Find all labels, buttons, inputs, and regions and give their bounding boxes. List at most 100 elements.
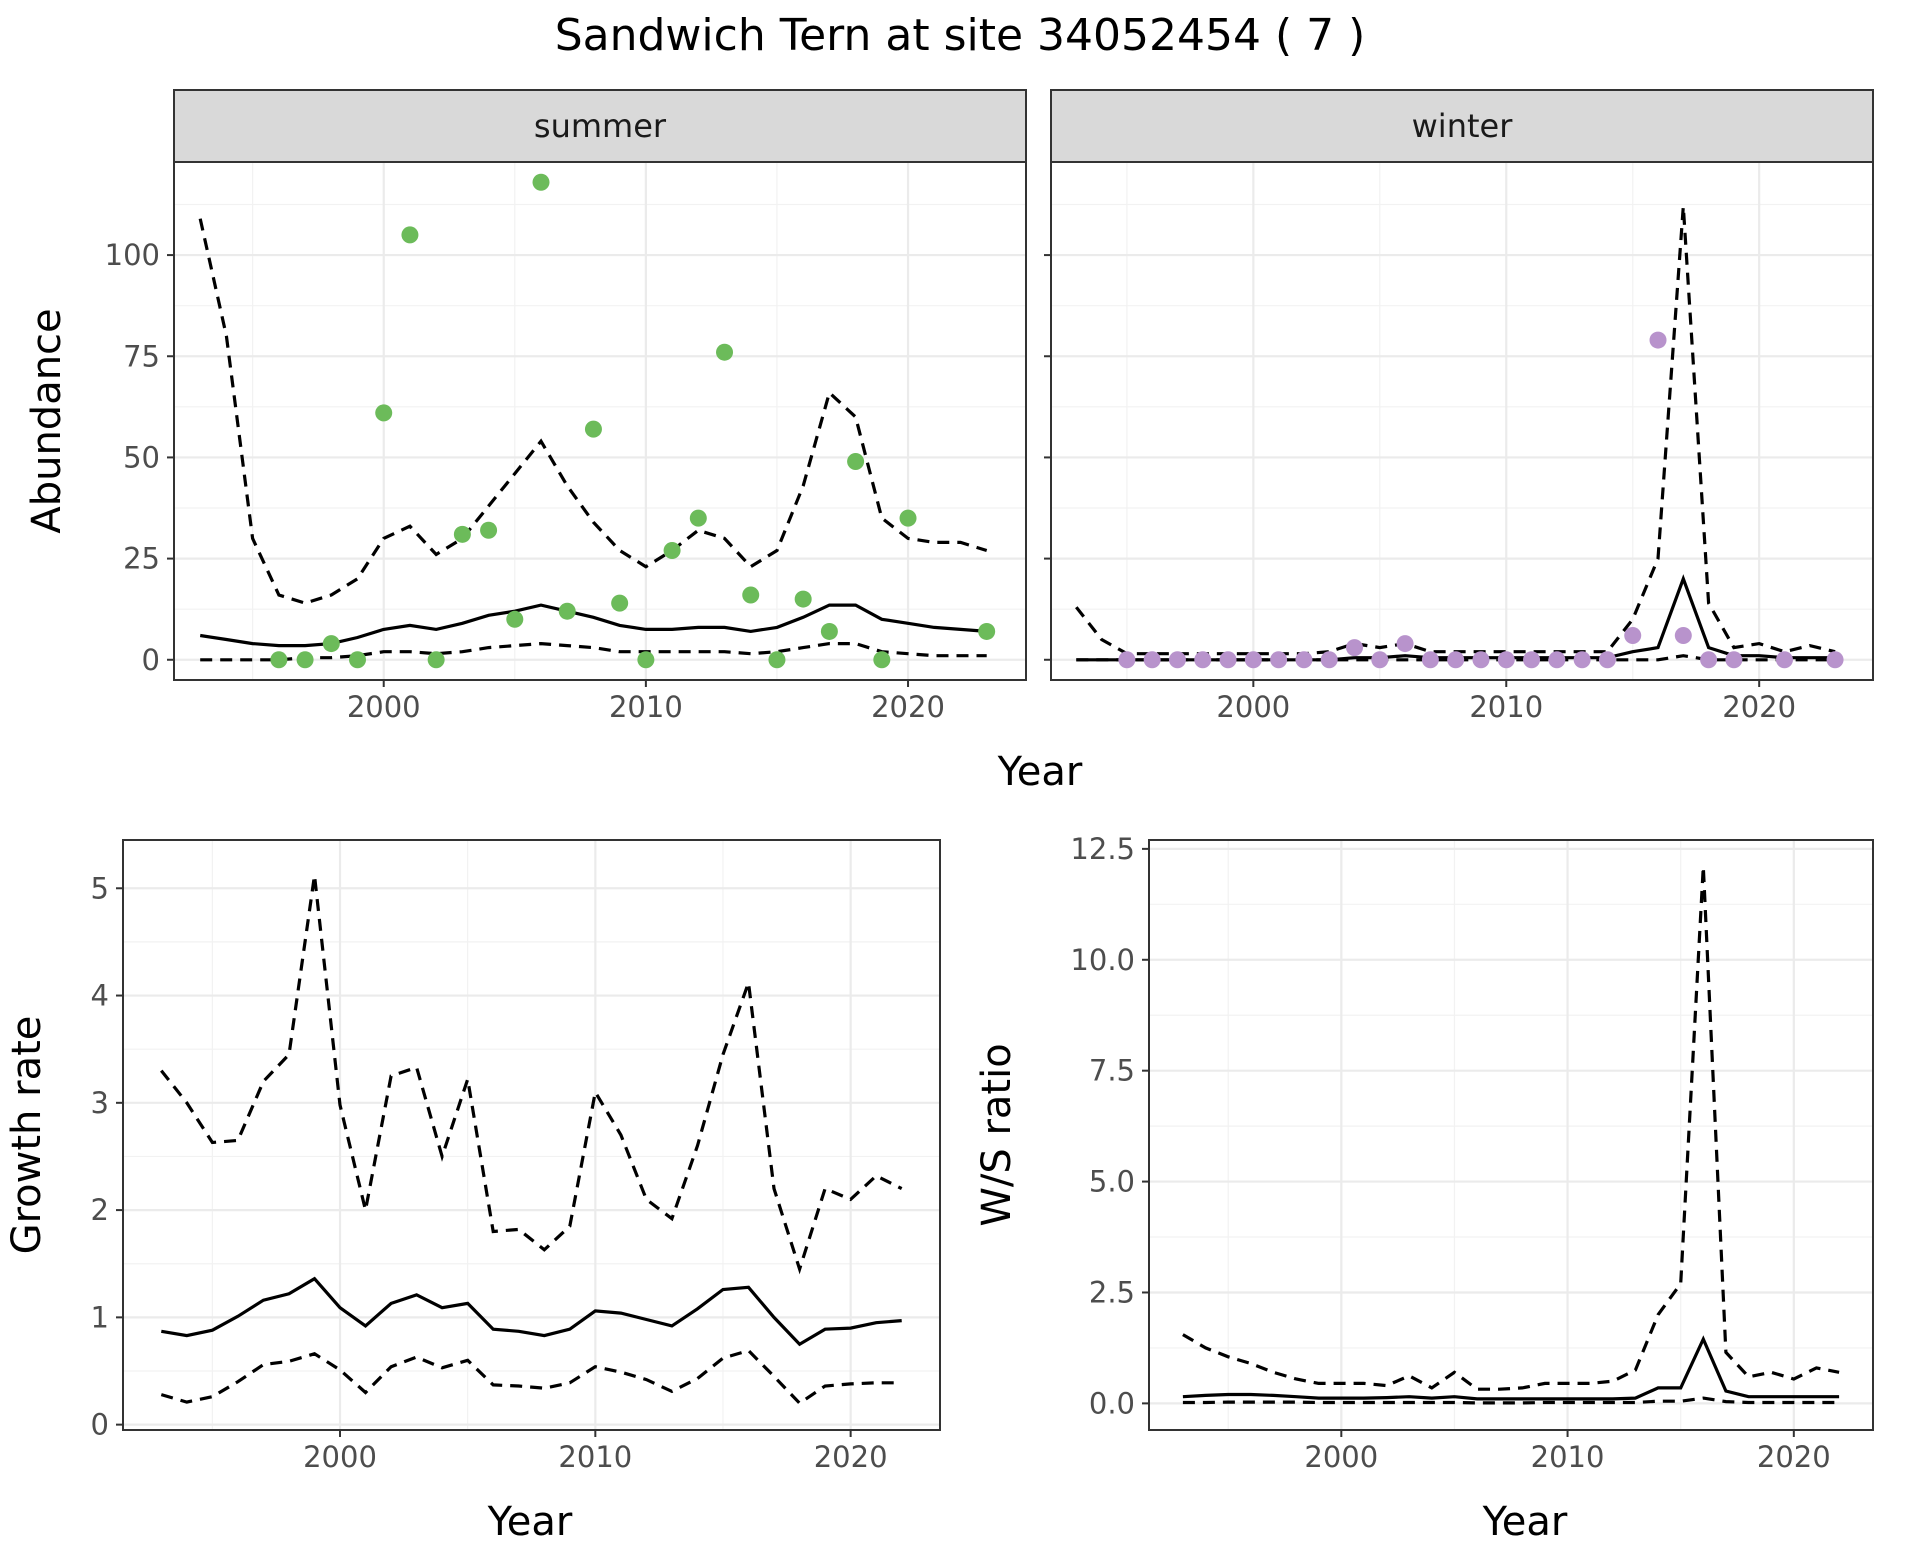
facet-strip-label: winter	[1412, 107, 1514, 145]
panel-border	[1050, 161, 1874, 681]
data-point	[1194, 651, 1212, 669]
y-axis-title: Abundance	[24, 308, 70, 533]
data-point	[663, 542, 681, 559]
y-tick-label: 75	[123, 339, 160, 373]
data-point	[1472, 651, 1490, 669]
x-axis-title-top: Year	[997, 749, 1083, 795]
panel-ratio: 2000 2010 2020 0.0 2.5 5.0 7.5 10.0 12.5 W/S rati…	[974, 832, 1874, 1545]
data-point	[899, 509, 917, 527]
x-tick-label: 2000	[347, 690, 421, 724]
panel-border	[1148, 839, 1874, 1431]
x-tick-label: 2020	[1757, 1440, 1831, 1474]
y-tick-label: 1	[91, 1300, 109, 1334]
data-point	[532, 173, 550, 191]
x-tick-label: 2000	[1304, 1440, 1378, 1474]
facet-strip-label: summer	[534, 107, 667, 145]
x-tick-label: 2000	[303, 1440, 377, 1474]
chart-title: Sandwich Tern at site 34052454 ( 7 )	[555, 10, 1366, 61]
y-axis-title: Growth rate	[4, 1016, 50, 1255]
x-axis-title: Year	[487, 1499, 573, 1545]
x-tick-label: 2000	[1216, 690, 1290, 724]
data-point	[637, 651, 655, 669]
data-point	[689, 509, 707, 527]
data-point	[794, 590, 812, 608]
x-tick-label: 2020	[814, 1440, 888, 1474]
facet-strip	[173, 89, 1027, 163]
data-point	[1700, 651, 1718, 669]
panel-winter: winter 2000 2010 2020	[1044, 89, 1874, 724]
data-point	[1371, 651, 1389, 669]
data-point	[270, 651, 288, 669]
data-point	[453, 525, 471, 543]
x-tick-label: 2010	[558, 1440, 632, 1474]
data-point	[716, 343, 734, 361]
series-line-bound-2	[200, 641, 987, 662]
panel-border	[122, 839, 941, 1431]
data-point	[1624, 626, 1642, 644]
y-tick-label: 0	[142, 643, 160, 677]
y-tick-label: 5	[91, 871, 109, 905]
series-line-bound-2	[160, 1348, 902, 1406]
y-tick-label: 25	[123, 542, 160, 576]
series-line-bound-1	[1075, 206, 1836, 656]
series-line-bound-2	[1182, 1396, 1840, 1405]
series-line-bound-1	[1182, 866, 1840, 1391]
y-tick-label: 50	[123, 440, 160, 474]
data-point	[1219, 651, 1237, 669]
data-point	[978, 622, 996, 640]
y-tick-label: 3	[91, 1086, 109, 1120]
x-tick-label: 2020	[871, 690, 945, 724]
data-point	[1118, 651, 1136, 669]
data-point	[480, 521, 498, 539]
data-point	[1447, 651, 1465, 669]
data-point	[1674, 626, 1692, 644]
data-point	[506, 610, 524, 628]
data-point	[1270, 651, 1288, 669]
data-point	[375, 404, 393, 422]
y-tick-label: 5.0	[1089, 1165, 1135, 1199]
x-axis-title: Year	[1482, 1499, 1568, 1545]
y-tick-label: 12.5	[1070, 832, 1135, 866]
y-tick-label: 2.5	[1089, 1275, 1135, 1309]
data-point	[349, 651, 367, 669]
x-tick-label: 2010	[609, 690, 683, 724]
data-point	[296, 651, 314, 669]
data-point	[847, 452, 865, 470]
panel-growth: 2000 2010 2020 0 1 2 3 4 5 Growth rate Year	[4, 839, 941, 1545]
series-line-estimate	[1076, 574, 1836, 662]
data-point	[1826, 651, 1844, 669]
y-tick-label: 0.0	[1089, 1386, 1135, 1420]
data-point	[401, 226, 419, 244]
y-tick-label: 2	[91, 1193, 109, 1227]
data-point	[1320, 651, 1338, 669]
panel-summer: summer 2000 2010 2020 0 25 50 75 100 Abundance	[24, 89, 1027, 724]
data-point	[873, 651, 891, 669]
y-tick-label: 0	[91, 1408, 109, 1442]
data-point	[1598, 651, 1616, 669]
data-point	[742, 586, 760, 604]
series-line-estimate	[1182, 1335, 1840, 1401]
data-point	[1143, 651, 1161, 669]
data-point	[1168, 651, 1186, 669]
x-tick-label: 2010	[1469, 690, 1543, 724]
data-point	[1244, 651, 1262, 669]
y-tick-label: 7.5	[1089, 1054, 1135, 1088]
data-point	[1421, 651, 1439, 669]
data-point	[427, 651, 445, 669]
data-point	[611, 594, 629, 612]
y-tick-label: 10.0	[1070, 943, 1135, 977]
data-point	[1548, 651, 1566, 669]
y-tick-label: 4	[91, 979, 109, 1013]
series-line-estimate	[199, 603, 987, 648]
data-point	[584, 420, 602, 438]
data-point	[1775, 651, 1793, 669]
data-point	[1295, 651, 1313, 669]
data-point	[558, 602, 576, 620]
data-point	[1497, 651, 1515, 669]
data-point	[322, 635, 340, 653]
series-line-bound-1	[198, 218, 988, 605]
data-point	[1523, 651, 1541, 669]
data-point	[820, 622, 838, 640]
